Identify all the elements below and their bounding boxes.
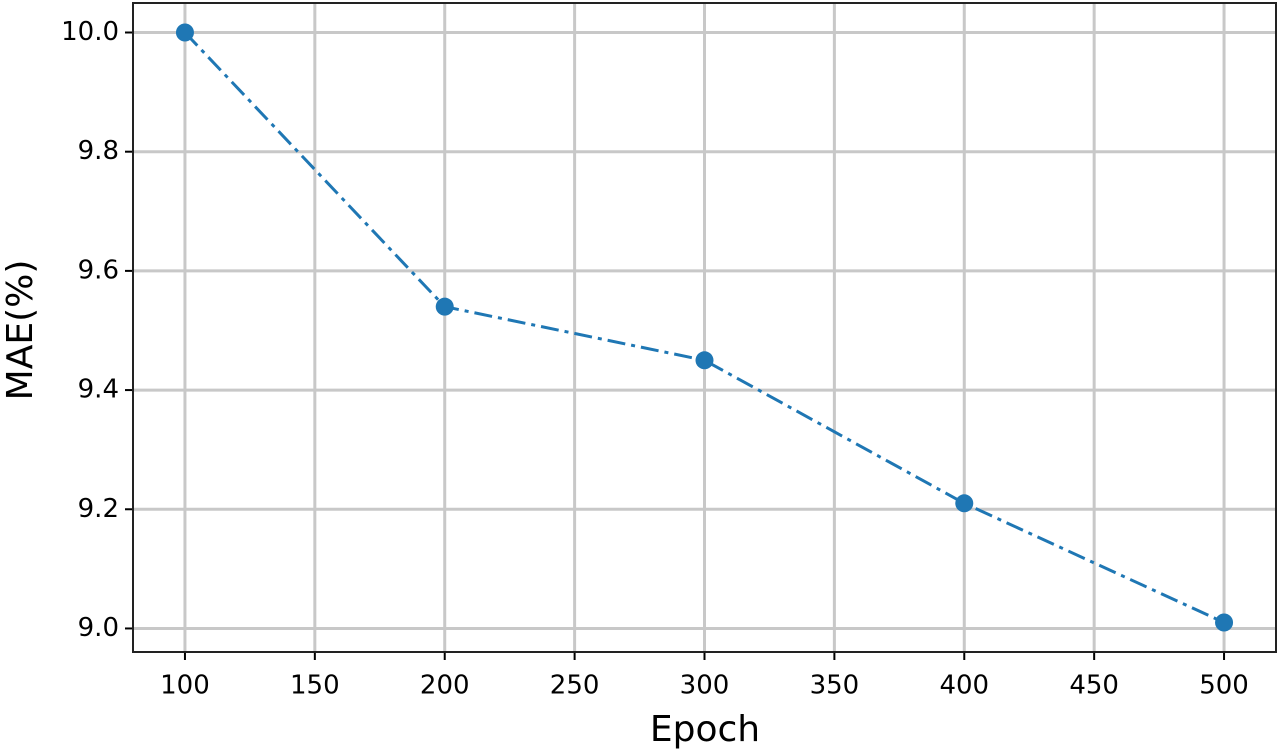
x-tick-label: 500	[1199, 671, 1249, 701]
x-tick-label: 150	[290, 671, 340, 701]
y-tick-label: 9.6	[78, 255, 119, 285]
data-point	[1215, 613, 1234, 632]
x-axis-label: Epoch	[650, 709, 760, 750]
x-tick-label: 250	[550, 671, 600, 701]
y-tick-label: 9.8	[78, 136, 119, 166]
x-tick-label: 200	[420, 671, 470, 701]
data-point	[175, 23, 194, 42]
data-point	[695, 351, 714, 370]
x-tick-label: 350	[810, 671, 860, 701]
x-tick-label: 100	[160, 671, 210, 701]
plot-frame	[132, 2, 1277, 653]
y-axis-label: MAE(%)	[0, 260, 41, 401]
x-tick-label: 450	[1069, 671, 1119, 701]
data-line	[183, 31, 1225, 624]
data-point	[955, 494, 974, 513]
x-tick-label: 400	[939, 671, 989, 701]
x-tick-label: 300	[680, 671, 730, 701]
data-point	[435, 297, 454, 316]
y-tick-label: 9.0	[78, 613, 119, 643]
y-tick-label: 9.4	[78, 375, 119, 405]
y-tick-label: 9.2	[78, 494, 119, 524]
y-tick-label: 10.0	[61, 17, 119, 47]
